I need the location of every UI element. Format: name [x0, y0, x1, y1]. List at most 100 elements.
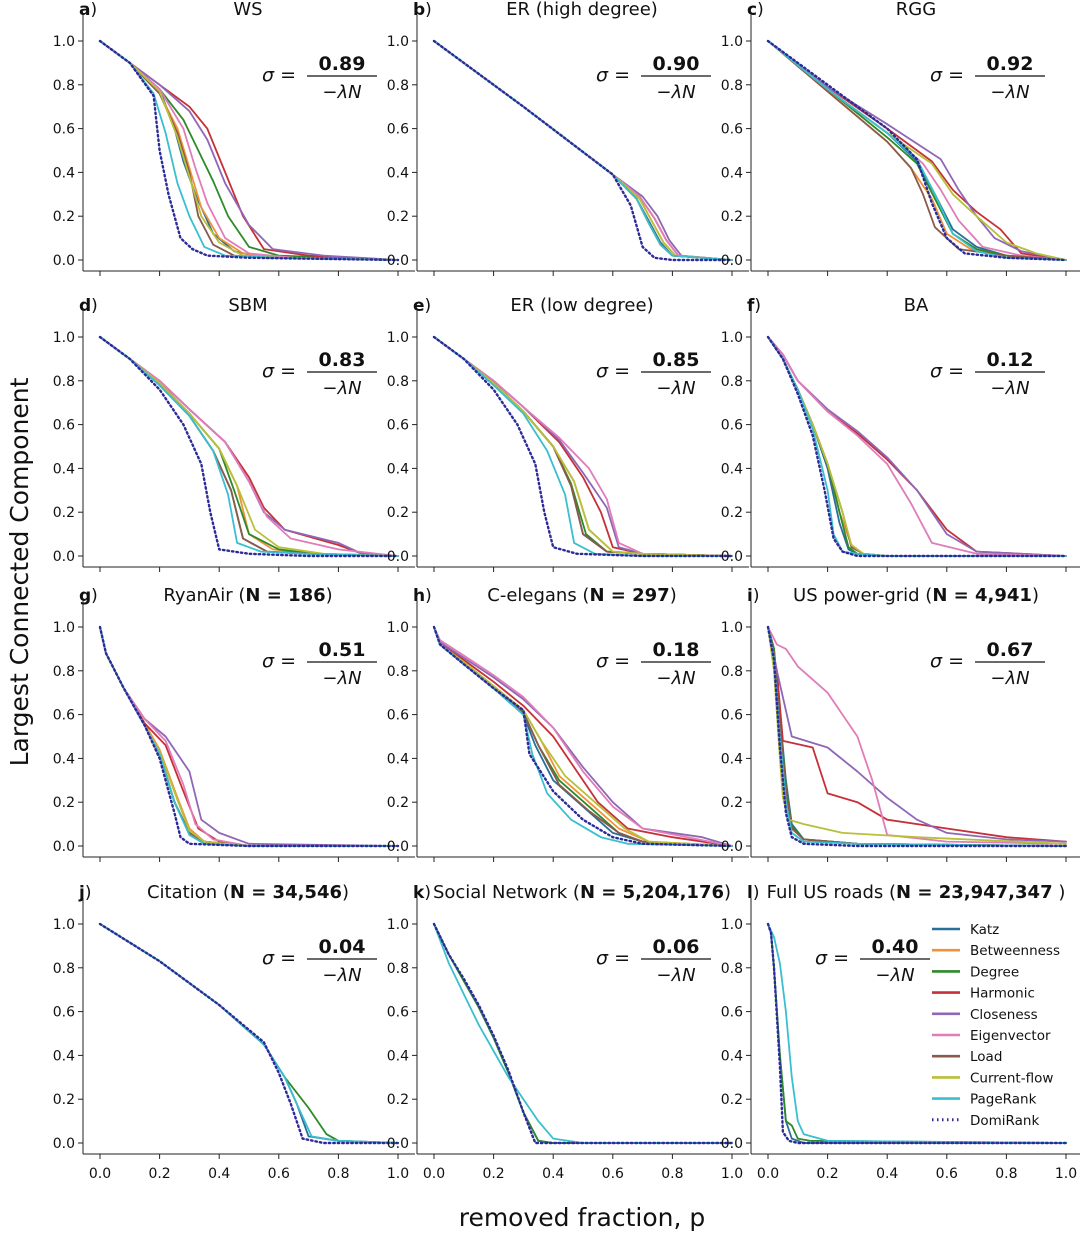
y-tick-label: 0.4	[53, 751, 75, 767]
y-tick-label: 1.0	[387, 330, 409, 346]
y-tick-label: 0.6	[53, 418, 75, 434]
panel-title-text: ER (low degree)	[510, 295, 653, 316]
x-tick-label: 1.0	[721, 1166, 743, 1182]
sigma-denominator: −λN	[656, 82, 695, 103]
y-tick-label: 0.2	[387, 209, 409, 225]
legend-label: Katz	[970, 922, 999, 938]
sigma-denominator: −λN	[322, 668, 361, 689]
series-line-closeness	[99, 40, 399, 261]
y-axis-label: Largest Connected Component	[5, 377, 34, 766]
panel-title: BA	[904, 295, 929, 316]
sigma-value: 0.85	[653, 349, 700, 371]
y-tick-label: 0.2	[721, 1092, 743, 1108]
panel-title: C-elegans (N = 297)	[487, 585, 677, 606]
sigma-value: 0.89	[319, 53, 366, 75]
legend-label: Load	[970, 1049, 1002, 1065]
x-tick-label: 0.4	[208, 1166, 230, 1182]
x-tick-label: 0.4	[876, 1166, 898, 1182]
panel-title-n: N = 34,546	[230, 882, 342, 903]
panel-letter: j)	[78, 883, 91, 903]
panel-title-text: US power-grid (	[793, 585, 932, 606]
y-tick-label: 0.0	[387, 549, 409, 565]
series-line-domirank	[98, 625, 400, 848]
panel-title-end: )	[326, 585, 333, 606]
panel-title-end: )	[724, 882, 731, 903]
y-tick-label: 0.2	[387, 505, 409, 521]
sigma-value: 0.04	[319, 936, 366, 958]
sigma-value: 0.18	[653, 639, 700, 661]
panel-title: WS	[233, 0, 262, 20]
panel-b: 0.00.20.40.60.81.0b) ER (high degree)σ = 0…	[387, 0, 749, 276]
y-tick-label: 0.2	[721, 505, 743, 521]
panel-title-text: ER (high degree)	[506, 0, 658, 20]
y-tick-label: 0.0	[387, 839, 409, 855]
y-tick-label: 0.4	[53, 165, 75, 181]
panel-f: 0.0 0.2 0.4 0.6 0.8 1.0f) BA σ = 0.12 −λN	[721, 295, 1080, 572]
panel-i: 0.0 0.2 0.4 0.6 0.8 1.0i) US power-grid (N = 4…	[721, 585, 1080, 862]
y-tick-label: 1.0	[721, 917, 743, 933]
sigma-value: 0.92	[987, 53, 1034, 75]
legend-label: Current-flow	[970, 1070, 1053, 1086]
y-tick-label: 0.4	[387, 751, 409, 767]
panel-title-end: )	[670, 585, 677, 606]
y-tick-label: 0.8	[387, 961, 409, 977]
legend-label: PageRank	[970, 1092, 1037, 1108]
panel-c: 0.0 0.2 0.4 0.6 0.8 1.0c) RGG σ = 0.92 −λN	[721, 0, 1080, 276]
panel-title-end: )	[342, 882, 349, 903]
sigma-denominator: −λN	[990, 378, 1029, 399]
series-line-pagerank	[767, 40, 1067, 261]
y-tick-label: 0.2	[53, 1092, 75, 1108]
y-tick-label: 0.4	[387, 461, 409, 477]
sigma-label: σ =	[596, 64, 630, 86]
y-tick-label: 0.6	[721, 708, 743, 724]
panel-letter-paren: )	[425, 296, 432, 316]
x-axis-label: removed fraction, p	[459, 1203, 706, 1232]
x-tick-label: 0.6	[268, 1166, 290, 1182]
legend: Katz Betweenness Degree Harmonic Closeness Ei…	[932, 922, 1060, 1129]
panel-title: RGG	[896, 0, 936, 20]
panel-k: 0.00.20.40.60.81.00.0 0.2 0.4 0.6 0.8 1.0k) So…	[387, 882, 749, 1182]
y-tick-label: 0.8	[387, 664, 409, 680]
panel-letter: d)	[79, 296, 98, 316]
y-tick-label: 0.6	[721, 1005, 743, 1021]
series-line-eigenvector	[767, 336, 1067, 557]
panel-title-end: )	[1032, 585, 1039, 606]
y-tick-label: 0.8	[387, 374, 409, 390]
y-tick-label: 1.0	[53, 330, 75, 346]
series-line-domirank	[98, 922, 400, 1145]
legend-label: DomiRank	[970, 1113, 1039, 1129]
y-tick-label: 0.6	[53, 1005, 75, 1021]
panel-letter-paren: )	[753, 883, 760, 903]
y-tick-label: 0.8	[53, 78, 75, 94]
y-tick-label: 1.0	[721, 330, 743, 346]
panel-letter-paren: )	[90, 0, 97, 20]
legend-label: Harmonic	[970, 986, 1035, 1002]
y-tick-label: 0.2	[721, 209, 743, 225]
legend-label: Degree	[970, 964, 1019, 980]
x-tick-label: 0.2	[482, 1166, 504, 1182]
panel-title-n: N = 5,204,176	[580, 882, 724, 903]
y-tick-label: 0.4	[721, 751, 743, 767]
y-tick-label: 0.4	[53, 1048, 75, 1064]
panel-title: US power-grid (N = 4,941)	[793, 585, 1039, 606]
panel-title: RyanAir (N = 186)	[163, 585, 332, 606]
legend-label: Closeness	[970, 1007, 1038, 1023]
series-line-eigenvector	[433, 626, 733, 847]
panel-title: Full US roads (N = 23,947,347 )	[767, 882, 1066, 903]
panel-letter: h)	[413, 586, 432, 606]
y-tick-label: 0.0	[387, 253, 409, 269]
y-tick-label: 0.6	[387, 1005, 409, 1021]
y-tick-label: 0.8	[53, 664, 75, 680]
panel-title-text: RyanAir (	[163, 585, 245, 606]
sigma-denominator: −λN	[322, 965, 361, 986]
panel-letter-paren: )	[424, 883, 431, 903]
sigma-denominator: −λN	[990, 82, 1029, 103]
y-tick-label: 0.6	[387, 418, 409, 434]
sigma-value: 0.12	[987, 349, 1034, 371]
panel-title-text: RGG	[896, 0, 936, 20]
y-tick-label: 0.4	[387, 165, 409, 181]
series-line-harmonic	[433, 626, 733, 847]
sigma-denominator: −λN	[322, 378, 361, 399]
sigma-label: σ =	[930, 64, 964, 86]
sigma-value: 0.06	[653, 936, 700, 958]
